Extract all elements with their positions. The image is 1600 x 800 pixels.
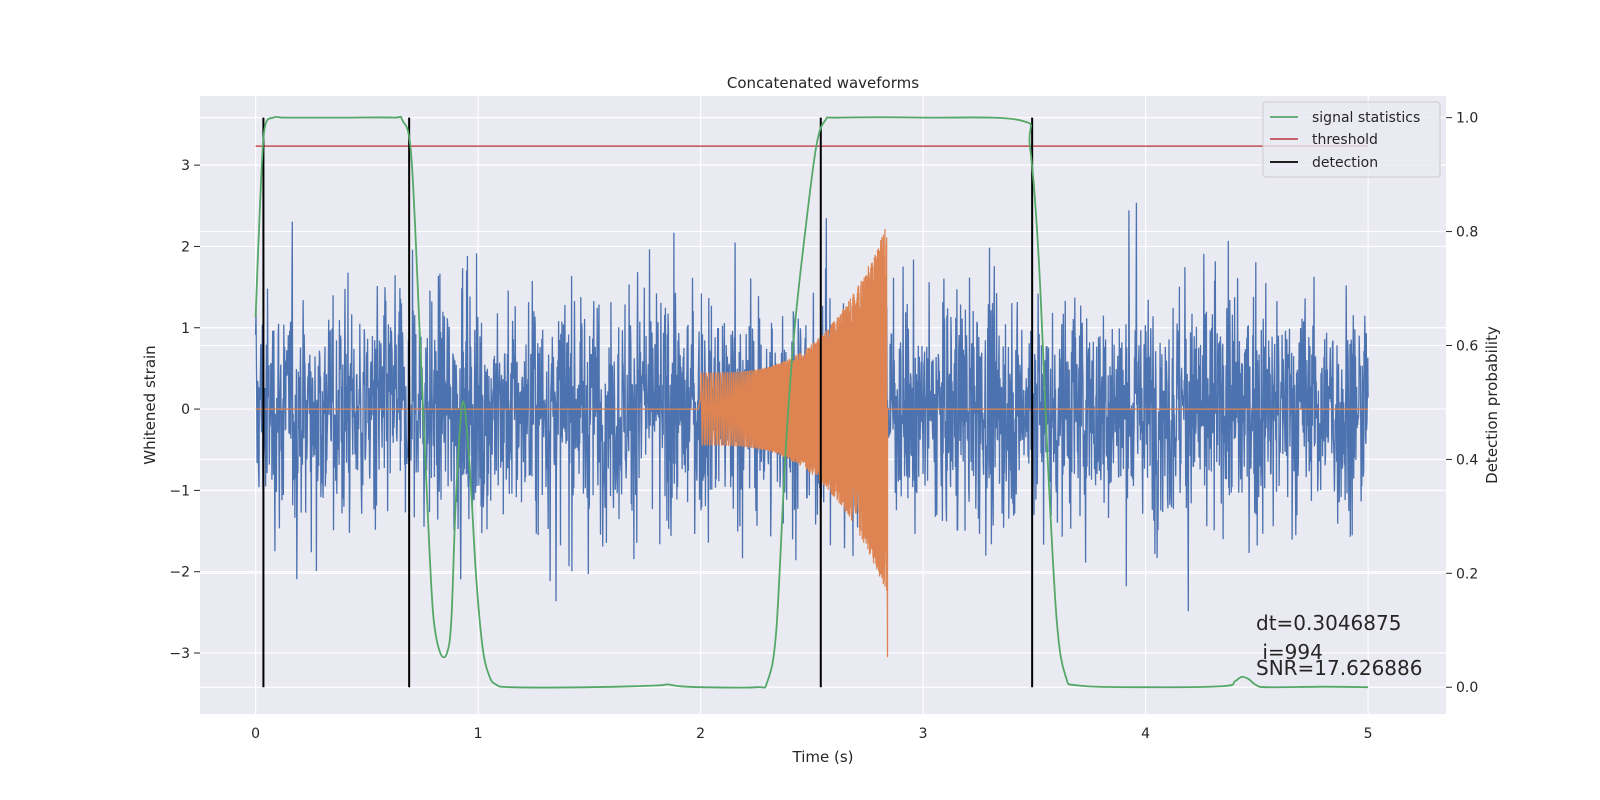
y2-tick-label: 0.2 bbox=[1456, 566, 1478, 582]
y-axis-label: Whitened strain bbox=[141, 345, 159, 464]
y-tick-label: −3 bbox=[169, 646, 190, 662]
y-axis-ticks: −3 −2 −1 0 1 2 3 bbox=[169, 158, 200, 662]
y-tick-label: 2 bbox=[181, 239, 190, 255]
x-tick-label: 1 bbox=[474, 726, 483, 742]
y2-tick-label: 0.8 bbox=[1456, 225, 1478, 241]
x-tick-label: 2 bbox=[696, 726, 705, 742]
signal-statistics-series-line bbox=[254, 115, 1369, 689]
y-tick-label: −2 bbox=[169, 565, 190, 581]
legend-box bbox=[1262, 101, 1441, 178]
legend-label-threshold: threshold bbox=[1312, 132, 1378, 148]
y-tick-label: 3 bbox=[181, 158, 190, 174]
x-tick-label: 3 bbox=[919, 726, 928, 742]
y2-axis-label: Detection probability bbox=[1483, 326, 1501, 484]
x-axis-label: Time (s) bbox=[792, 748, 854, 766]
legend: signal statistics threshold detection bbox=[1262, 101, 1441, 178]
legend-label-detection: detection bbox=[1312, 155, 1378, 171]
plot-lines bbox=[254, 115, 1369, 689]
annotation-dt: dt=0.3046875 bbox=[1256, 611, 1401, 635]
x-axis-ticks: 0 1 2 3 4 5 bbox=[251, 726, 1372, 742]
legend-label-signal-statistics: signal statistics bbox=[1312, 110, 1420, 126]
x-tick-label: 4 bbox=[1141, 726, 1150, 742]
x-tick-label: 5 bbox=[1364, 726, 1373, 742]
x-tick-label: 0 bbox=[251, 726, 260, 742]
y-tick-label: −1 bbox=[169, 483, 190, 499]
annotation-snr: SNR=17.626886 bbox=[1256, 656, 1422, 680]
chart-title: Concatenated waveforms bbox=[727, 74, 919, 92]
y-tick-label: 1 bbox=[181, 321, 190, 337]
y2-tick-label: 1.0 bbox=[1456, 111, 1478, 127]
template-series-line bbox=[255, 229, 1369, 658]
y-tick-label: 0 bbox=[181, 402, 190, 418]
y2-tick-label: 0.0 bbox=[1456, 680, 1478, 696]
y2-tick-label: 0.6 bbox=[1456, 338, 1478, 354]
detection-series bbox=[262, 117, 1034, 688]
y2-axis-ticks: 0.0 0.2 0.4 0.6 0.8 1.0 bbox=[1446, 111, 1478, 696]
annotation-index: i=994 bbox=[1256, 640, 1323, 664]
y2-tick-label: 0.4 bbox=[1456, 452, 1478, 468]
